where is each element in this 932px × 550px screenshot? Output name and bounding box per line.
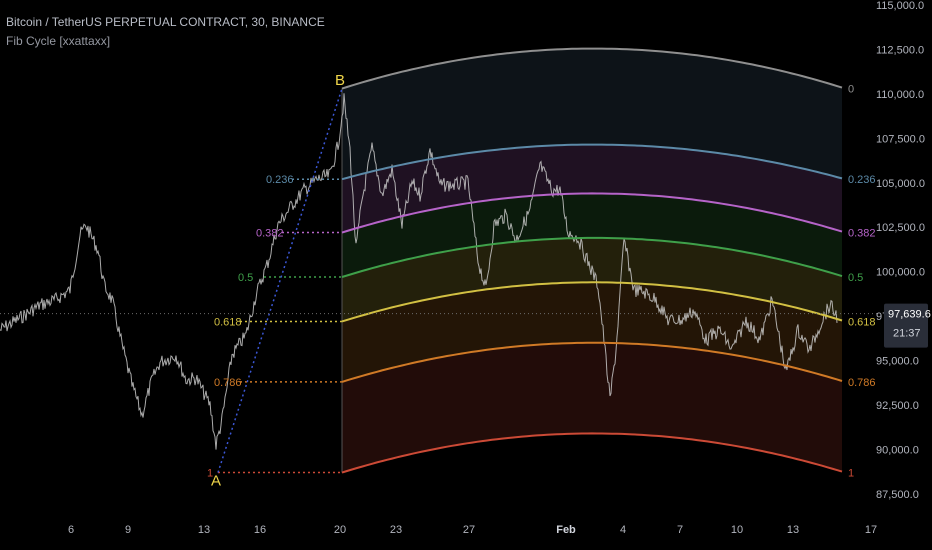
fib-level-label-right: 0.236: [848, 174, 876, 186]
symbol-title: Bitcoin / TetherUS PERPETUAL CONTRACT, 3…: [6, 15, 325, 29]
time-tick-label: 10: [731, 524, 743, 536]
price-tick-label: 102,500.0: [876, 222, 925, 234]
point-a-label: A: [211, 473, 221, 490]
price-tick-label: 92,500.0: [876, 400, 919, 412]
fib-arcs: [341, 47, 843, 474]
fib-level-label-right: 1: [848, 468, 854, 480]
price-axis[interactable]: 87,500.090,000.092,500.095,000.097,500.0…: [876, 0, 925, 501]
fib-level-label-left: 0.5: [238, 272, 253, 284]
time-tick-label: 23: [390, 524, 402, 536]
price-tick-label: 110,000.0: [876, 89, 924, 101]
fib-arc-0.5: [341, 236, 843, 278]
fib-level-label-left: 0.236: [266, 174, 294, 186]
time-tick-label: 20: [334, 524, 346, 536]
price-tick-label: 90,000.0: [876, 444, 919, 456]
time-tick-label: 16: [254, 524, 266, 536]
current-price-badge: 97,639.6 21:37: [884, 303, 931, 348]
price-line: [0, 93, 838, 450]
time-tick-label: 17: [865, 524, 877, 536]
fib-level-label-right: 0.5: [848, 272, 863, 284]
price-tick-label: 115,000.0: [876, 0, 924, 12]
fib-arc-0: [341, 47, 843, 90]
fib-zone-fill: [342, 237, 842, 322]
fib-level-label-right: 0.618: [848, 316, 876, 328]
fib-level-label-right: 0.382: [848, 228, 876, 240]
time-tick-label: 7: [677, 524, 683, 536]
fib-arc-0.236: [341, 143, 843, 181]
fib-zone-fill: [342, 193, 842, 277]
fib-zone-fill: [342, 48, 842, 180]
fib-level-label-left: 1: [207, 468, 213, 480]
fib-arc-0.786: [341, 341, 843, 383]
indicator-title[interactable]: Fib Cycle [xxattaxx]: [6, 34, 111, 48]
fib-labels: 0 0.236 0.236 0.382 0.382 0.5 0.5 0.618 0.618 0.7…: [207, 84, 876, 480]
fib-level-label-left: 0.382: [256, 228, 284, 240]
price-tick-label: 107,500.0: [876, 133, 925, 145]
price-tick-label: 112,500.0: [876, 44, 924, 56]
fib-level-label-left: 0.618: [214, 316, 242, 328]
fib-zone-fill: [342, 144, 842, 233]
bar-countdown: 21:37: [893, 328, 921, 340]
fib-level-label-left: 0.786: [214, 377, 242, 389]
price-tick-label: 95,000.0: [876, 356, 919, 368]
fib-arc-1: [341, 432, 843, 474]
time-tick-label: 4: [620, 524, 626, 536]
time-tick-label: 6: [68, 524, 74, 536]
anchor-points: A B: [211, 72, 345, 490]
a-b-trend-line: [217, 88, 343, 473]
price-series: [0, 93, 838, 450]
current-price-value: 97,639.6: [888, 309, 931, 321]
time-tick-label: 13: [787, 524, 799, 536]
price-tick-label: 105,000.0: [876, 178, 925, 190]
time-tick-label: 27: [463, 524, 475, 536]
fib-level-label-right: 0: [848, 84, 854, 96]
point-b-label: B: [335, 72, 345, 89]
fib-zone-fill: [342, 282, 842, 382]
fib-arc-0.618: [341, 281, 843, 323]
fib-zone-fills: [341, 48, 842, 473]
time-tick-label: 13: [198, 524, 210, 536]
price-tick-label: 87,500.0: [876, 489, 919, 501]
fib-level-label-right: 0.786: [848, 377, 876, 389]
price-tick-label: 100,000.0: [876, 267, 925, 279]
time-axis[interactable]: 6 9 13 16 20 23 27 Feb 4 7 10 13 17: [68, 524, 877, 536]
time-tick-label: 9: [125, 524, 131, 536]
fib-dotted-lines: [0, 88, 880, 474]
fib-zone-fill: [342, 342, 842, 473]
time-tick-label: Feb: [556, 524, 576, 536]
fib-arc-0.382: [341, 192, 843, 234]
